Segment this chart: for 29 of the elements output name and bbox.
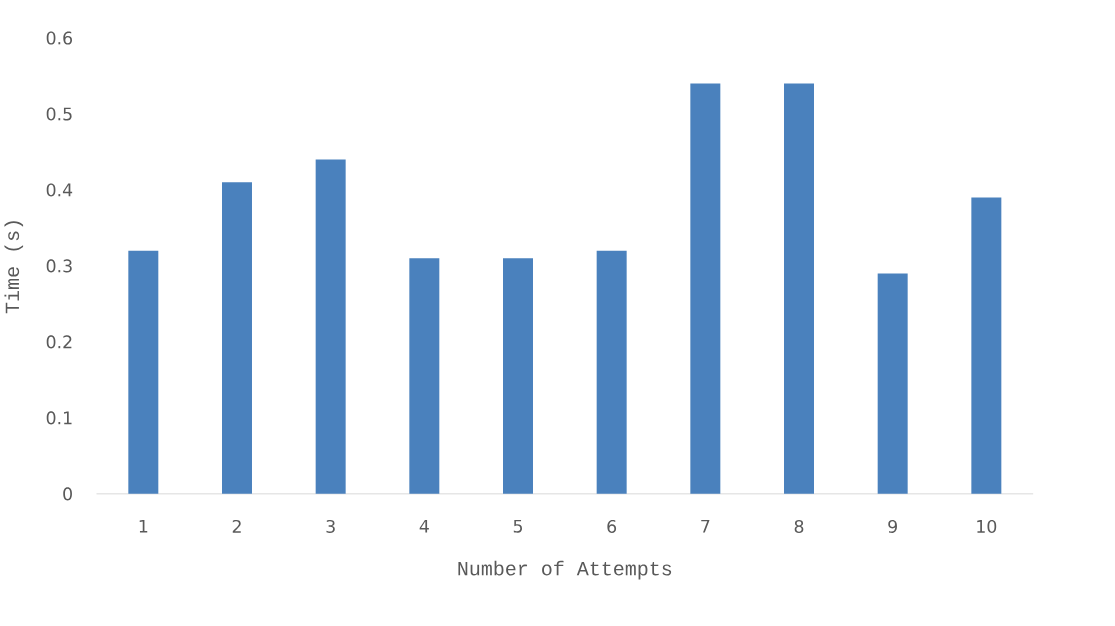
y-axis-title: Time (s) [4,221,24,314]
y-tick-label: 0.5 [46,107,72,121]
x-tick-label: 10 [977,519,997,534]
x-tick-label: 9 [888,519,897,534]
bar [503,258,533,494]
x-axis-title: Number of Attempts [458,560,672,580]
bar [596,250,627,494]
bar [222,182,252,494]
x-tick-label: 6 [607,519,617,534]
y-tick-label: 0.2 [46,335,72,349]
y-tick-label: 0.6 [46,31,73,45]
y-tick-label: 0.3 [46,259,72,273]
y-tick-label: 0.4 [46,183,73,197]
x-tick-label: 4 [419,519,429,533]
x-tick-label: 7 [701,519,710,533]
x-tick-label: 3 [326,519,335,534]
x-tick-label: 2 [232,519,241,533]
bar [315,159,346,494]
bar [784,83,814,494]
bar [877,273,908,494]
x-tick-label: 1 [139,519,148,533]
x-tick-label: 8 [794,519,804,534]
x-tick-label: 5 [513,519,522,533]
y-tick-label: 0 [63,487,72,501]
bar [409,258,440,494]
bar [128,250,159,494]
bar [971,197,1002,494]
bar [690,83,721,494]
y-tick-label: 0.1 [46,411,72,425]
